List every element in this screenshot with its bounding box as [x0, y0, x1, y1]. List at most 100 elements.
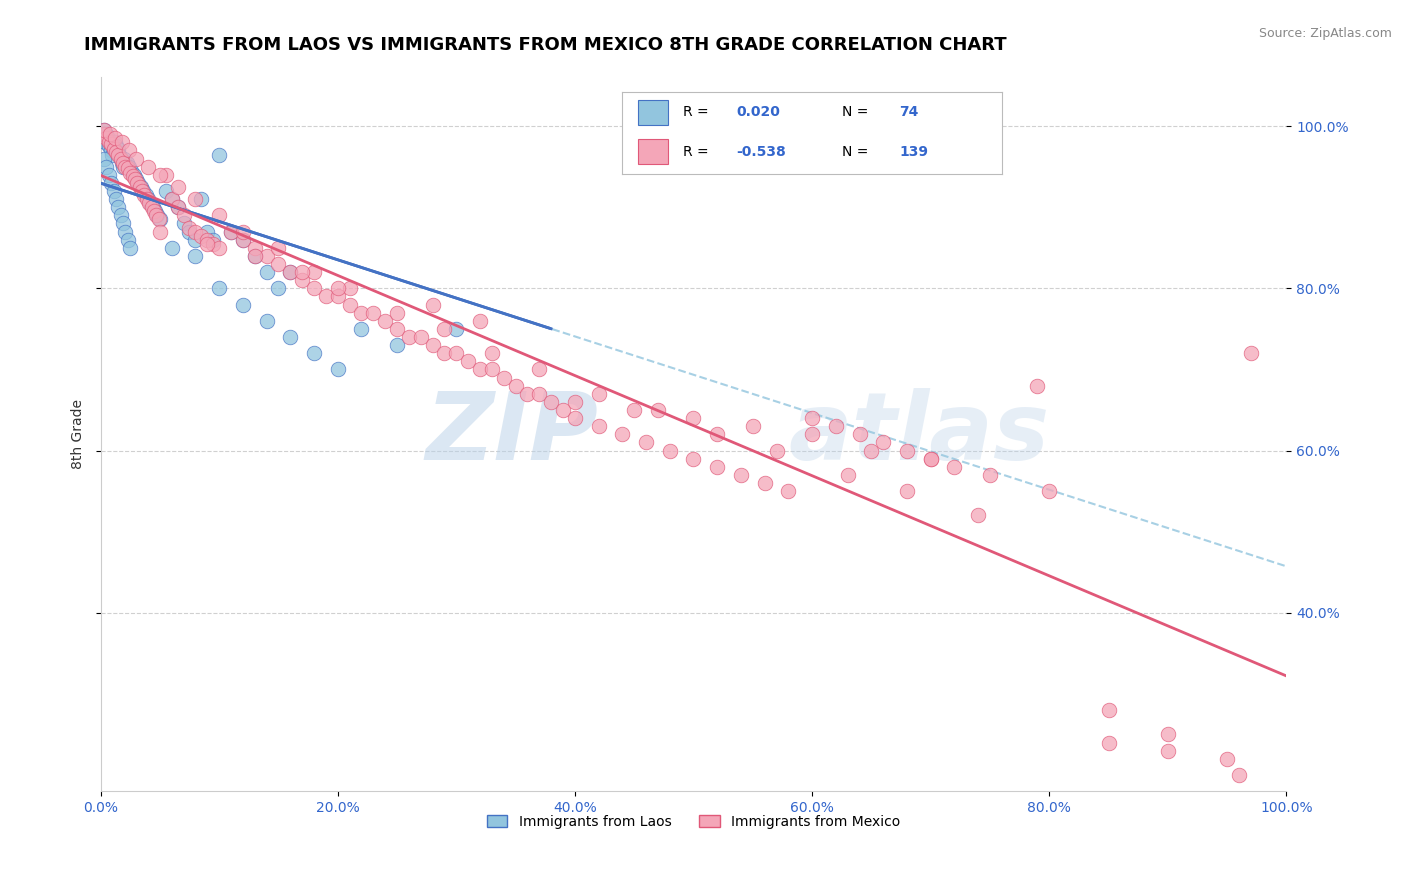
Point — [195, 236, 218, 251]
Point — [146, 208, 169, 222]
Point — [166, 200, 188, 214]
Point — [149, 168, 172, 182]
Point — [385, 322, 408, 336]
Point — [105, 145, 128, 159]
Point — [481, 346, 503, 360]
Legend: Immigrants from Laos, Immigrants from Mexico: Immigrants from Laos, Immigrants from Me… — [481, 809, 905, 834]
Point — [243, 241, 266, 255]
Point — [97, 136, 120, 150]
Point — [179, 225, 201, 239]
Point — [155, 168, 177, 182]
Point — [138, 196, 160, 211]
Point — [1216, 752, 1239, 766]
Point — [564, 395, 586, 409]
Point — [208, 281, 231, 295]
Point — [765, 144, 787, 158]
Point — [446, 346, 468, 360]
Point — [184, 225, 207, 239]
Point — [350, 322, 373, 336]
Point — [278, 265, 301, 279]
Point — [551, 403, 574, 417]
Point — [96, 160, 118, 174]
Point — [564, 411, 586, 425]
Point — [278, 330, 301, 344]
Point — [112, 152, 135, 166]
Point — [232, 233, 254, 247]
Point — [1026, 378, 1049, 392]
Point — [481, 362, 503, 376]
Point — [339, 281, 361, 295]
Point — [110, 152, 132, 166]
Point — [433, 346, 456, 360]
Point — [125, 152, 148, 166]
Point — [256, 314, 278, 328]
Point — [706, 459, 728, 474]
Point — [267, 257, 290, 271]
Point — [256, 265, 278, 279]
Point — [326, 281, 349, 295]
Point — [1157, 744, 1180, 758]
Point — [120, 241, 142, 255]
Point — [801, 427, 824, 442]
Point — [409, 330, 432, 344]
Point — [385, 338, 408, 352]
Y-axis label: 8th Grade: 8th Grade — [72, 400, 86, 469]
Point — [190, 192, 212, 206]
Point — [142, 204, 165, 219]
Point — [132, 184, 155, 198]
Point — [326, 362, 349, 376]
Point — [516, 386, 538, 401]
Point — [682, 451, 704, 466]
Point — [801, 411, 824, 425]
Point — [350, 306, 373, 320]
Point — [765, 443, 787, 458]
Point — [97, 139, 120, 153]
Point — [104, 192, 127, 206]
Point — [117, 233, 139, 247]
Point — [148, 212, 170, 227]
Point — [111, 155, 134, 169]
Point — [136, 160, 159, 174]
Point — [128, 180, 150, 194]
Point — [588, 386, 610, 401]
Point — [243, 249, 266, 263]
Point — [98, 127, 121, 141]
Point — [623, 403, 645, 417]
Point — [160, 192, 183, 206]
Point — [457, 354, 479, 368]
Point — [291, 273, 314, 287]
Point — [195, 233, 218, 247]
Point — [111, 136, 134, 150]
Point — [339, 297, 361, 311]
Point — [302, 265, 325, 279]
Point — [848, 427, 870, 442]
Point — [256, 249, 278, 263]
Point — [872, 435, 894, 450]
Point — [97, 131, 120, 145]
Point — [754, 476, 776, 491]
Point — [96, 127, 118, 141]
Point — [112, 155, 135, 169]
Point — [232, 233, 254, 247]
Point — [166, 180, 188, 194]
Point — [107, 147, 129, 161]
Point — [1038, 484, 1060, 499]
Point — [374, 314, 396, 328]
Point — [127, 176, 149, 190]
Point — [422, 297, 444, 311]
Point — [1227, 768, 1250, 782]
Point — [173, 208, 195, 222]
Point — [110, 152, 132, 166]
Point — [173, 217, 195, 231]
Point — [1097, 736, 1119, 750]
Point — [208, 208, 231, 222]
Point — [219, 225, 242, 239]
Point — [103, 142, 125, 156]
Point — [612, 427, 634, 442]
Point — [540, 395, 562, 409]
Point — [647, 403, 669, 417]
Point — [121, 169, 143, 184]
Point — [104, 145, 127, 159]
Point — [920, 451, 942, 466]
Point — [141, 200, 163, 214]
